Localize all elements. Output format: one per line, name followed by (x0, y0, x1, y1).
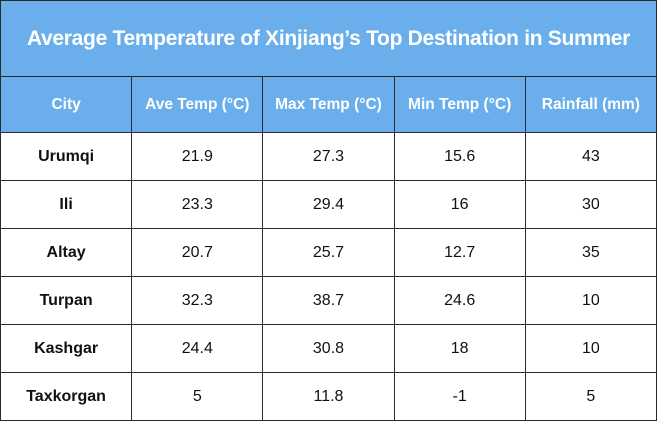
cell-city: Turpan (0, 276, 133, 325)
cell-city: Ili (0, 180, 133, 229)
cell-city: Kashgar (0, 324, 133, 373)
cell-min-temp: 15.6 (393, 132, 526, 181)
cell-max-temp: 29.4 (262, 180, 395, 229)
column-header-city: City (0, 76, 133, 133)
cell-city: Altay (0, 228, 133, 277)
table-title: Average Temperature of Xinjiang’s Top De… (0, 0, 657, 77)
cell-ave-temp: 23.3 (131, 180, 264, 229)
table-row: Kashgar 24.4 30.8 18 10 (0, 324, 657, 373)
column-header-min-temp: Min Temp (°C) (393, 76, 526, 133)
cell-city: Taxkorgan (0, 372, 133, 421)
cell-max-temp: 30.8 (262, 324, 395, 373)
cell-max-temp: 25.7 (262, 228, 395, 277)
cell-rainfall: 10 (524, 276, 657, 325)
cell-min-temp: -1 (393, 372, 526, 421)
cell-min-temp: 24.6 (393, 276, 526, 325)
cell-rainfall: 10 (524, 324, 657, 373)
cell-rainfall: 43 (524, 132, 657, 181)
table-row: Ili 23.3 29.4 16 30 (0, 180, 657, 229)
cell-ave-temp: 21.9 (131, 132, 264, 181)
table-row: Altay 20.7 25.7 12.7 35 (0, 228, 657, 277)
cell-rainfall: 5 (524, 372, 657, 421)
cell-ave-temp: 5 (131, 372, 264, 421)
table-row: Turpan 32.3 38.7 24.6 10 (0, 276, 657, 325)
cell-ave-temp: 20.7 (131, 228, 264, 277)
cell-rainfall: 35 (524, 228, 657, 277)
column-header-ave-temp: Ave Temp (°C) (131, 76, 264, 133)
cell-min-temp: 16 (393, 180, 526, 229)
cell-max-temp: 38.7 (262, 276, 395, 325)
cell-max-temp: 27.3 (262, 132, 395, 181)
table-row: Urumqi 21.9 27.3 15.6 43 (0, 132, 657, 181)
header-row: City Ave Temp (°C) Max Temp (°C) Min Tem… (0, 76, 657, 133)
cell-ave-temp: 24.4 (131, 324, 264, 373)
cell-rainfall: 30 (524, 180, 657, 229)
cell-ave-temp: 32.3 (131, 276, 264, 325)
cell-max-temp: 11.8 (262, 372, 395, 421)
cell-min-temp: 12.7 (393, 228, 526, 277)
column-header-rainfall: Rainfall (mm) (524, 76, 657, 133)
table-row: Taxkorgan 5 11.8 -1 5 (0, 372, 657, 421)
cell-city: Urumqi (0, 132, 133, 181)
column-header-max-temp: Max Temp (°C) (262, 76, 395, 133)
cell-min-temp: 18 (393, 324, 526, 373)
